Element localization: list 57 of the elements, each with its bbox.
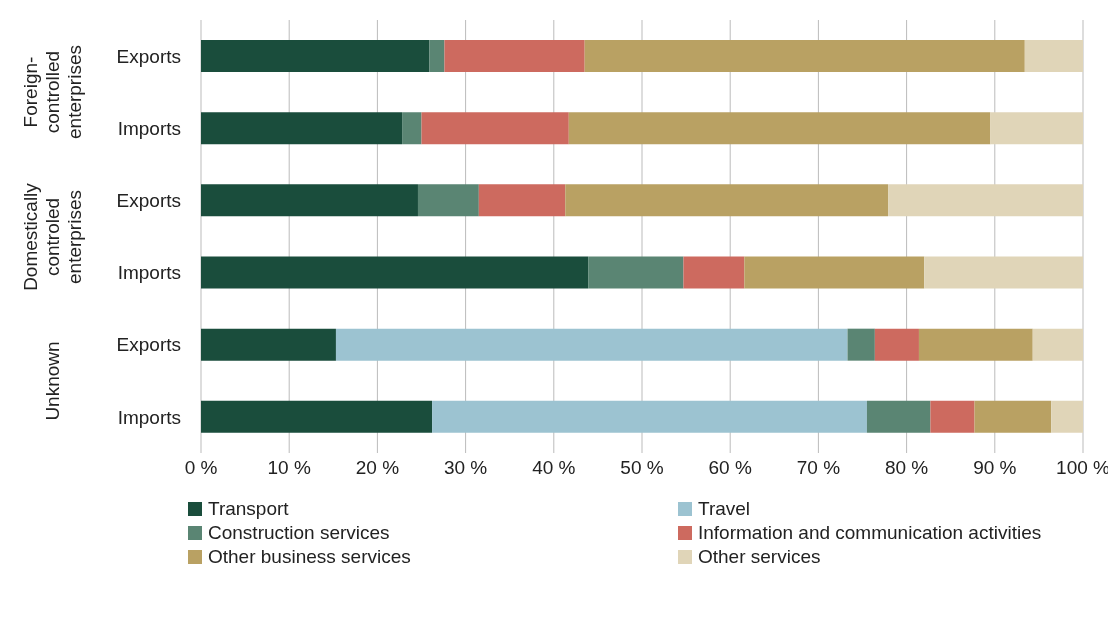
bar (588, 256, 684, 289)
x-tick-label: 50 % (620, 457, 664, 479)
bar (201, 256, 589, 289)
bar (918, 328, 1033, 361)
bar (1032, 328, 1083, 361)
y-tick-label: Exports (116, 334, 181, 356)
bar (201, 400, 433, 433)
bar (683, 256, 745, 289)
y-tick-label: Imports (117, 262, 181, 284)
legend-label: Information and communication activities (698, 522, 1042, 544)
bar (930, 400, 975, 433)
bar (1024, 40, 1083, 72)
bar (201, 184, 418, 217)
text: Unknown (42, 340, 64, 423)
text: Domestically controled enterprises (20, 181, 86, 293)
bar (847, 328, 875, 361)
bar (444, 40, 585, 72)
legend-label: Travel (698, 498, 751, 520)
bar (429, 40, 445, 72)
text: Foreign-controlled enterprises (20, 44, 86, 142)
bar (990, 112, 1083, 145)
x-tick-label: 20 % (355, 457, 400, 479)
bar (421, 112, 569, 145)
y-tick-label: Exports (116, 190, 181, 212)
x-tick-label: 80 % (884, 457, 929, 479)
x-tick-label: 0 % (184, 457, 218, 479)
bar (417, 184, 479, 217)
bar (888, 184, 1083, 217)
bar (568, 112, 991, 145)
x-tick-label: 40 % (532, 457, 576, 479)
legend-label: Construction services (208, 522, 390, 544)
legend-label: Other business services (208, 546, 411, 568)
x-tick-label: 90 % (973, 457, 1017, 479)
y-tick-label: Imports (117, 118, 181, 139)
x-tick-label: 10 % (267, 457, 311, 479)
bar (432, 400, 867, 433)
bar (1051, 400, 1083, 433)
bar (402, 112, 422, 145)
legend-label: Transport (208, 498, 289, 520)
y-tick-label: Exports (116, 45, 181, 67)
bar (565, 184, 889, 217)
x-tick-label: 70 % (796, 457, 841, 479)
bar (584, 40, 1025, 72)
bar (924, 256, 1083, 289)
bar (201, 328, 336, 361)
x-tick-label: 60 % (708, 457, 752, 479)
y-tick-label: Imports (117, 406, 181, 428)
bar (478, 184, 566, 217)
bar (974, 400, 1052, 433)
bar (335, 328, 848, 361)
x-tick-label: 30 % (443, 457, 488, 479)
bar (201, 112, 403, 145)
bar (201, 40, 430, 72)
bar (874, 328, 919, 361)
bar (866, 400, 931, 433)
bar (744, 256, 925, 289)
legend-label: Other services (698, 546, 821, 568)
